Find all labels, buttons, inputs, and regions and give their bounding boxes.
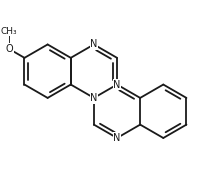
Text: N: N xyxy=(113,80,121,90)
Text: N: N xyxy=(90,40,98,49)
Text: N: N xyxy=(90,93,98,103)
Text: CH₃: CH₃ xyxy=(1,27,17,36)
Text: N: N xyxy=(113,133,121,143)
Text: O: O xyxy=(5,44,13,54)
